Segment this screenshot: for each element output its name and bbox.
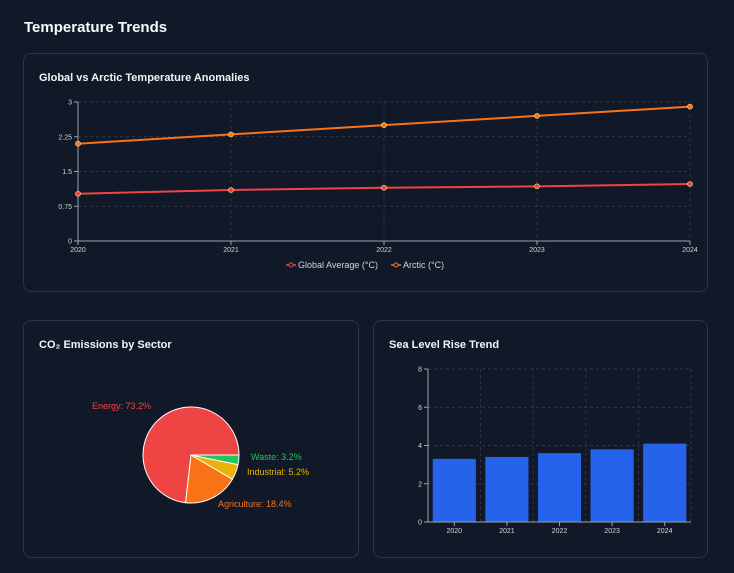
- x-tick-label: 2022: [376, 247, 392, 254]
- pie-slice-label: Industrial: 5.2%: [247, 467, 309, 477]
- legend-label: Global Average (°C): [298, 260, 378, 270]
- page-title: Temperature Trends: [24, 19, 168, 36]
- data-point-global: [75, 190, 81, 197]
- emissions-card: CO₂ Emissions by Sector Energy: 73.2% Agr…: [23, 320, 359, 558]
- y-tick-label: 8: [418, 367, 422, 374]
- bar: [432, 458, 476, 522]
- pie-slice: [190, 454, 240, 466]
- y-tick-label: 6: [418, 405, 422, 412]
- data-point-arctic: [381, 122, 387, 128]
- x-tick-label: 2024: [657, 528, 673, 535]
- sealevel-card: Sea Level Rise Trend 0 2 4 6 8 2020 2021 2022 20…: [373, 320, 708, 558]
- x-tick-label: 2020: [70, 247, 86, 254]
- data-point-global: [534, 183, 540, 190]
- x-tick-label: 2022: [552, 528, 568, 535]
- bar: [485, 456, 529, 522]
- x-tick-label: 2023: [529, 247, 545, 254]
- temperature-card: Global vs Arctic Temperature Anomalies 0…: [23, 53, 708, 292]
- y-tick-label: 3: [68, 100, 72, 107]
- y-tick-label: 0.75: [58, 204, 72, 211]
- x-tick-label: 2024: [682, 247, 698, 254]
- data-point-global: [381, 184, 387, 191]
- pie-slice: [185, 454, 234, 504]
- sealevel-bar-chart: 0 2 4 6 8 2020 2021 2022 2023 2024: [418, 367, 692, 535]
- x-tick-label: 2021: [499, 528, 515, 535]
- y-tick-label: 2: [418, 481, 422, 488]
- pie-slice-label: Waste: 3.2%: [251, 452, 302, 462]
- x-tick-label: 2023: [604, 528, 620, 535]
- legend-marker: [393, 262, 399, 268]
- x-tick-label: 2021: [223, 247, 239, 254]
- bar: [643, 443, 687, 522]
- data-point-arctic: [534, 113, 540, 119]
- pie-slice-label: Agriculture: 18.4%: [218, 499, 292, 509]
- temperature-line-chart: 0 0.75 1.5 2.25 3 2020 2021 2022 2023 2024 Global …: [58, 100, 698, 271]
- bar: [590, 449, 634, 522]
- bar: [537, 453, 582, 522]
- data-point-global: [228, 187, 234, 193]
- legend-label: Arctic (°C): [403, 260, 444, 270]
- temperature-chart-title: Global vs Arctic Temperature Anomalies: [39, 72, 250, 84]
- y-tick-label: 1.5: [62, 169, 72, 176]
- x-tick-label: 2020: [447, 528, 463, 535]
- pie-slice-label: Energy: 73.2%: [92, 401, 151, 411]
- data-point-global: [687, 181, 693, 187]
- legend-marker: [288, 262, 294, 268]
- data-point-arctic: [75, 140, 81, 147]
- sealevel-chart-title: Sea Level Rise Trend: [389, 339, 500, 351]
- y-tick-label: 4: [418, 443, 422, 450]
- emissions-pie-chart: Energy: 73.2% Agriculture: 18.4% Industria…: [92, 401, 309, 509]
- data-point-arctic: [687, 103, 693, 110]
- y-tick-label: 0: [68, 239, 72, 246]
- y-tick-label: 2.25: [58, 134, 72, 141]
- emissions-chart-title: CO₂ Emissions by Sector: [39, 339, 172, 351]
- y-tick-label: 0: [418, 520, 422, 527]
- data-point-arctic: [228, 131, 234, 138]
